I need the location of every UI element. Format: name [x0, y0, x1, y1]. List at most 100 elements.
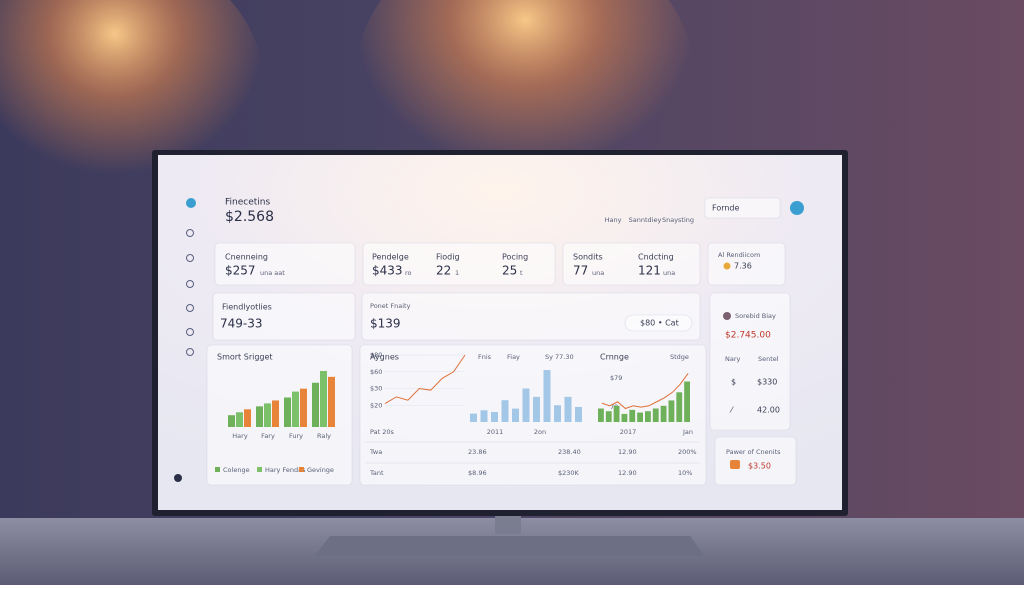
bar [320, 370, 327, 427]
card-value: 22 [436, 264, 451, 278]
bar [660, 405, 667, 422]
bar [312, 382, 319, 427]
bar [676, 392, 683, 422]
bar [292, 391, 299, 427]
card-note: 1 [455, 269, 459, 277]
x-tick-label: Fury [289, 432, 303, 440]
power-value: $3.50 [748, 462, 771, 471]
bar [491, 411, 498, 422]
icon-label[interactable]: Sanntdiey [629, 216, 662, 224]
bar [564, 396, 572, 422]
card-value: 77 [573, 264, 588, 278]
tab[interactable]: Sy 77.30 [545, 353, 574, 361]
bar [543, 370, 551, 422]
dropdown[interactable] [704, 197, 781, 219]
cell: 12.90 [618, 448, 637, 456]
bar [272, 400, 279, 427]
chart-title: Aygnes [370, 353, 399, 362]
card-label: Cnenneing [225, 253, 268, 262]
legend-swatch [257, 467, 262, 472]
cell: 238.40 [558, 448, 581, 456]
y-tick-label: $20 [370, 401, 382, 409]
icon [730, 460, 740, 469]
coin [723, 262, 731, 270]
legend-label: Gevinge [307, 466, 334, 474]
title: Finecetins [225, 198, 270, 208]
avatar[interactable] [790, 201, 804, 215]
cell: Twa [369, 448, 382, 456]
card [362, 242, 556, 286]
bar [236, 412, 243, 427]
tab[interactable]: Fnis [478, 353, 492, 361]
panel-label: Fiendlyotlies [222, 303, 272, 312]
avatar [723, 312, 731, 320]
card-label: Al Rendiicom [718, 251, 760, 259]
card-note: una [592, 269, 604, 277]
legend-label: Colenge [223, 466, 250, 474]
chart-side: Stdge [670, 353, 689, 361]
pill[interactable] [624, 314, 693, 332]
cell: 23.86 [468, 448, 487, 456]
legend-swatch [299, 467, 304, 472]
tab[interactable]: Fiay [507, 353, 520, 361]
card-value: 25 [502, 264, 517, 278]
bar [613, 405, 620, 422]
bar [244, 409, 251, 427]
dropdown-label[interactable]: Fornde [712, 204, 740, 213]
legend-label: Hary Fendas [265, 466, 306, 474]
card [707, 242, 786, 286]
corner-label: Pat 20s [370, 428, 394, 436]
bar [512, 408, 519, 422]
panel [709, 292, 791, 431]
x-tick-label: 2011 [487, 428, 504, 436]
panel [206, 344, 353, 486]
card-value: 121 [638, 264, 661, 278]
card-note: una [663, 269, 675, 277]
line [384, 354, 466, 405]
card-value: $433 [372, 264, 403, 278]
side-name: Sorebid Biay [735, 312, 776, 320]
card-note: una aat [260, 269, 285, 277]
bar [684, 381, 690, 422]
panel [361, 292, 701, 341]
bar [228, 415, 235, 427]
panel [212, 292, 356, 341]
line [601, 373, 689, 410]
bar [668, 400, 675, 422]
stand-base [315, 536, 705, 556]
chart-title: Crnnge [600, 353, 629, 362]
icon-label[interactable]: Hany [605, 216, 622, 224]
side-col: Sentel [758, 355, 779, 363]
cell: 10% [678, 469, 692, 477]
pill-label[interactable]: $80 • Cat [640, 319, 679, 328]
x-tick-label: Jan [682, 428, 693, 436]
bar [480, 410, 488, 422]
bar [522, 388, 530, 422]
total: $2.568 [225, 209, 274, 225]
side-amount: $2.745.00 [725, 331, 771, 341]
bar [256, 406, 263, 427]
panel-value: 749-33 [220, 317, 263, 331]
card-label: Sondits [573, 253, 603, 262]
x-tick-label: Hary [232, 432, 248, 440]
cell: Tant [369, 469, 384, 477]
card-value: 7.36 [734, 262, 752, 271]
bar [501, 400, 509, 422]
bar [554, 405, 561, 422]
x-tick-label: 2017 [620, 428, 637, 436]
bar [637, 412, 643, 422]
card-note: t [520, 269, 523, 277]
sidebar [174, 198, 196, 482]
cell: $8.96 [468, 469, 487, 477]
side-cell: $330 [757, 378, 777, 387]
side-cell: ⁄ [729, 406, 734, 415]
side-cell: 42.00 [757, 406, 780, 415]
side-cell: $ [731, 378, 736, 387]
bar [629, 409, 636, 422]
bar [300, 388, 307, 427]
icon-label[interactable]: Snaysting [662, 216, 694, 224]
bar [533, 396, 540, 422]
bar [621, 413, 628, 422]
panel [714, 436, 797, 486]
